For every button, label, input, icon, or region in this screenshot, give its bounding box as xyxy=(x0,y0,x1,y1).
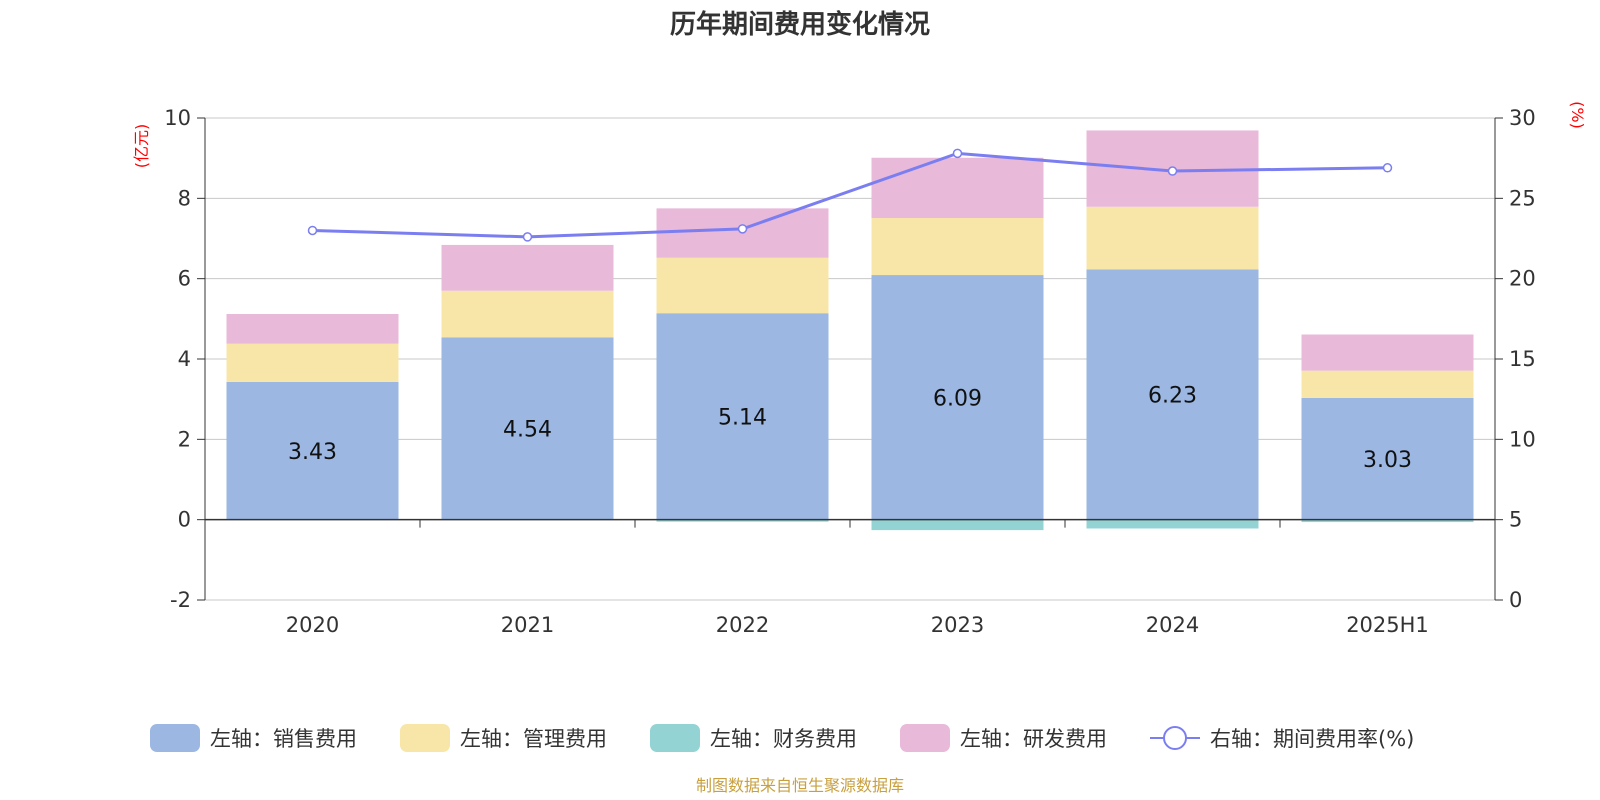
bar-segment xyxy=(226,343,399,382)
expense-rate-line xyxy=(307,148,1393,242)
right-axis-tick-label: 0 xyxy=(1509,588,1522,612)
bar-segment xyxy=(871,275,1044,520)
legend-swatch xyxy=(900,724,950,752)
expense-rate-point xyxy=(737,224,748,234)
bar-value-label: 3.43 xyxy=(288,440,337,465)
legend-swatch xyxy=(650,724,700,752)
bar-value-label: 3.03 xyxy=(1363,448,1412,473)
left-axis-tick-label: 2 xyxy=(178,427,191,451)
x-axis-tick-label: 2023 xyxy=(931,613,984,637)
right-axis-tick-label: 10 xyxy=(1509,427,1536,451)
bar-segment xyxy=(441,244,614,291)
right-axis-tick-label: 20 xyxy=(1509,267,1536,291)
legend: 左轴：销售费用 左轴：管理费用 左轴：财务费用 左轴：研发费用 右轴：期间费用率(%) xyxy=(150,724,1414,752)
bar-segment xyxy=(1301,519,1474,523)
bar-segment xyxy=(656,519,829,522)
left-axis-unit: (亿元) xyxy=(132,124,151,169)
legend-swatch xyxy=(400,724,450,752)
bar-segment xyxy=(441,290,614,338)
right-axis-tick-label: 15 xyxy=(1509,347,1536,371)
right-axis-tick-label: 30 xyxy=(1509,106,1536,130)
bar-segment xyxy=(1086,206,1259,270)
bar-segment xyxy=(1301,370,1474,398)
left-axis-tick-label: 6 xyxy=(178,267,191,291)
x-axis-tick-label: 2021 xyxy=(501,613,554,637)
x-axis-tick-label: 2022 xyxy=(716,613,769,637)
bar-segment xyxy=(1086,519,1259,529)
legend-label: 左轴：管理费用 xyxy=(460,727,607,751)
bar-segment xyxy=(226,381,399,520)
bar-segment xyxy=(226,314,399,344)
legend-label: 右轴：期间费用率(%) xyxy=(1210,727,1414,751)
right-axis-tick-label: 5 xyxy=(1509,508,1522,532)
bar-segment xyxy=(871,218,1044,276)
expense-rate-polyline xyxy=(312,151,1388,239)
right-axis-tick-label: 25 xyxy=(1509,186,1536,210)
x-axis-tick-label: 2020 xyxy=(286,613,339,637)
bar-value-label: 5.14 xyxy=(718,405,767,430)
axes: -2 0 2 4 6 8 10 0 5 10 15 20 25 30 2020 2021 2022 2023 202… xyxy=(164,106,1535,637)
legend-label: 左轴：财务费用 xyxy=(710,727,857,751)
bar-segment xyxy=(871,157,1044,219)
legend-swatch xyxy=(150,724,200,752)
legend-label: 左轴：研发费用 xyxy=(960,727,1107,751)
data-source-note: 制图数据来自恒生聚源数据库 xyxy=(696,776,904,795)
left-axis-tick-label: 10 xyxy=(164,106,191,130)
expense-rate-point xyxy=(952,148,963,159)
right-axis-unit: (%) xyxy=(1568,101,1587,129)
bar-labels: 3.43 4.54 5.14 6.09 6.23 3.03 xyxy=(288,384,1412,473)
bar-value-label: 6.09 xyxy=(933,386,982,411)
bar-segment xyxy=(656,313,829,520)
bar-segment xyxy=(1301,334,1474,371)
bars xyxy=(226,130,1474,531)
expense-rate-point xyxy=(1167,166,1178,176)
x-axis-tick-label: 2025H1 xyxy=(1346,613,1429,637)
left-axis-tick-label: -2 xyxy=(170,588,191,612)
left-axis-tick-label: 0 xyxy=(178,508,191,532)
bar-value-label: 6.23 xyxy=(1148,384,1197,409)
x-axis-tick-label: 2024 xyxy=(1146,613,1199,637)
bar-segment xyxy=(1086,269,1259,520)
bar-segment xyxy=(871,519,1044,531)
chart-title: 历年期间费用变化情况 xyxy=(670,9,930,40)
left-axis-tick-label: 4 xyxy=(178,347,191,371)
legend-circle-marker xyxy=(1163,726,1187,750)
bar-segment xyxy=(441,337,614,520)
legend-label: 左轴：销售费用 xyxy=(210,727,357,751)
bar-segment xyxy=(656,257,829,314)
expense-rate-point xyxy=(1382,163,1393,173)
left-axis-tick-label: 8 xyxy=(178,186,191,210)
bar-segment xyxy=(1301,397,1474,520)
expense-rate-point xyxy=(307,225,318,236)
bar-value-label: 4.54 xyxy=(503,417,552,442)
expense-rate-point xyxy=(522,232,533,242)
